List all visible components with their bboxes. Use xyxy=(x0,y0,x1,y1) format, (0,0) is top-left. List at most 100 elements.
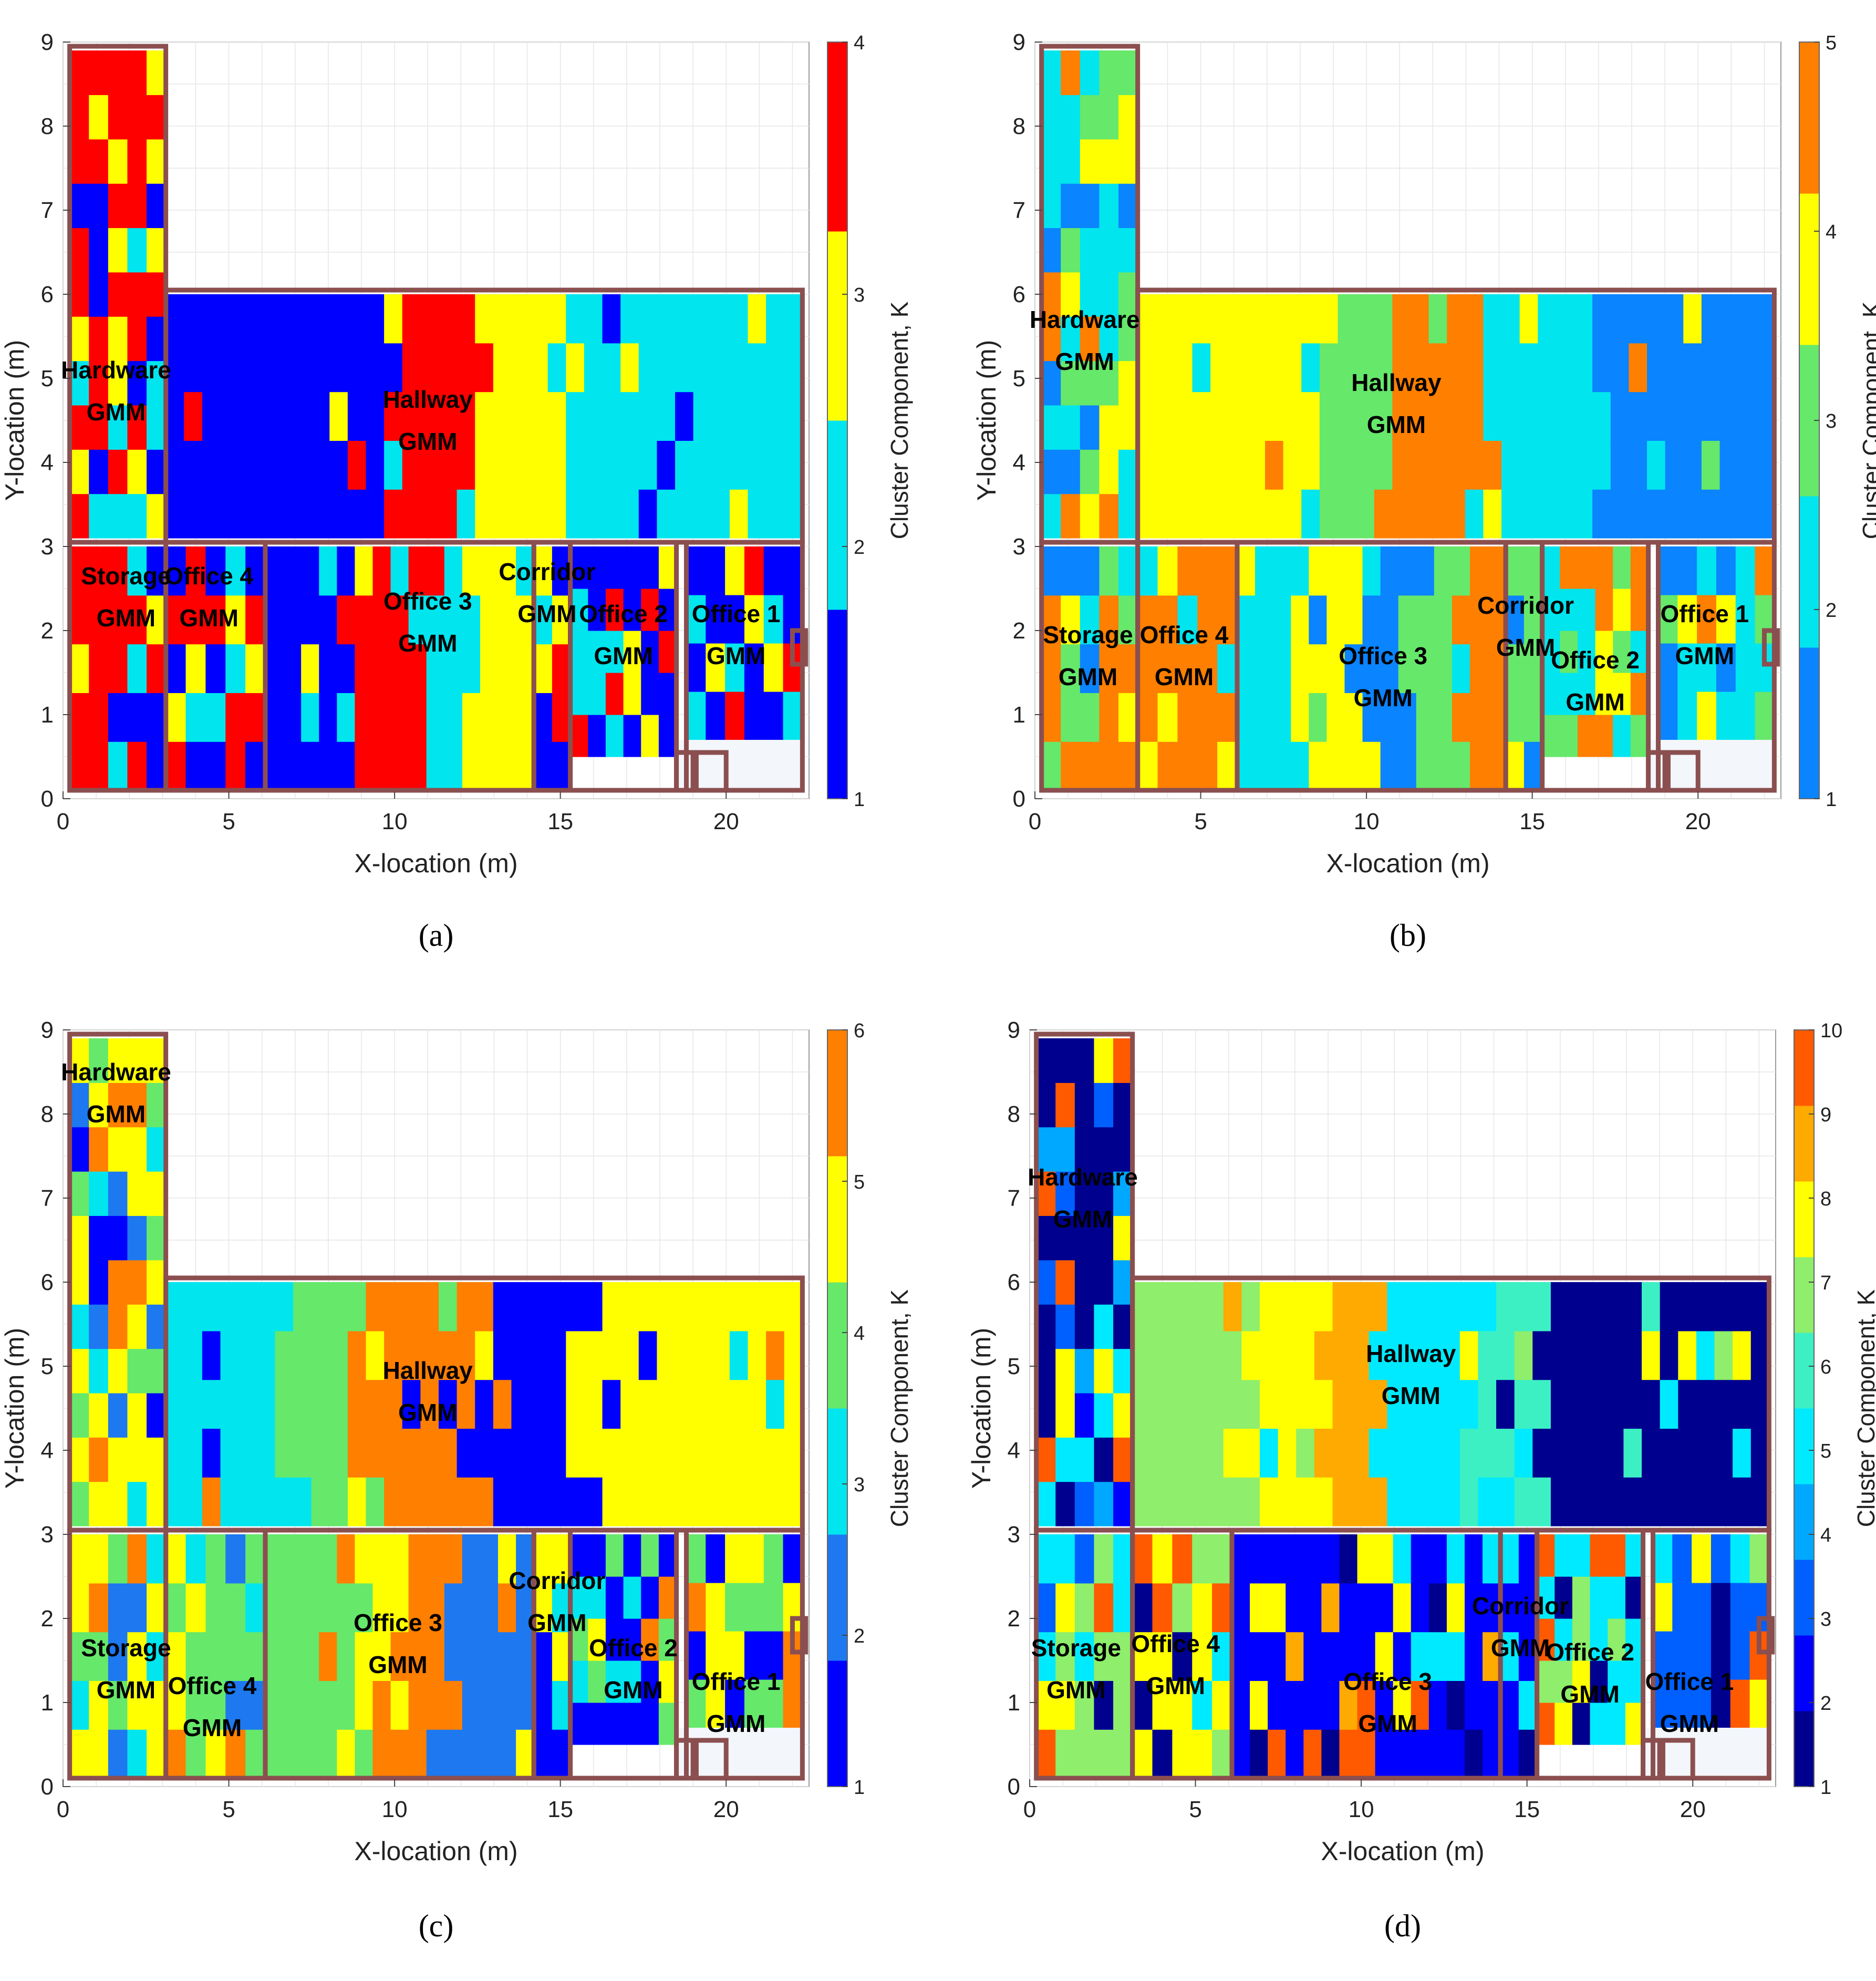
heatmap-cell-hallway xyxy=(1301,391,1320,441)
room-outline-office-2 xyxy=(1540,540,1651,793)
room-label-line: Office 3 xyxy=(1339,642,1427,669)
heatmap-cell-office-2 xyxy=(1554,1703,1573,1745)
heatmap-cell-office-3 xyxy=(1291,595,1309,645)
heatmap-cell-hallway xyxy=(402,1428,421,1478)
heatmap-cell-office-4 xyxy=(165,1583,186,1633)
room-outline-closet-2 xyxy=(693,1738,729,1781)
heatmap-cell-office-2 xyxy=(1590,1534,1608,1577)
heatmap-cell-office-3 xyxy=(319,693,337,742)
heatmap-cell-hallway xyxy=(1205,1428,1224,1478)
heatmap-cell-storage xyxy=(1061,644,1081,693)
heatmap-cell-hallway xyxy=(1501,294,1520,344)
room-label-line: GMM xyxy=(1055,348,1114,375)
heatmap-cell-hallway xyxy=(1569,1477,1588,1526)
heatmap-cell-hallway xyxy=(220,391,239,441)
heatmap-cell-hallway xyxy=(311,489,330,539)
heatmap-cell-hallway xyxy=(1265,343,1284,393)
heatmap-cell-hardware xyxy=(147,95,167,140)
heatmap-cell-office-3 xyxy=(498,693,516,742)
heatmap-cell-office-3 xyxy=(498,1632,516,1681)
heatmap-cell-hallway xyxy=(1610,343,1630,393)
heatmap-cell-hallway xyxy=(220,440,239,490)
heatmap-cell-hallway xyxy=(1592,489,1611,539)
heatmap-cell-office-3 xyxy=(516,595,534,645)
heatmap-cell-hallway xyxy=(384,1330,403,1380)
heatmap-cell-hallway xyxy=(256,1379,275,1429)
colorbar-tick-label: 2 xyxy=(1820,1693,1831,1715)
heatmap-cell-storage xyxy=(1080,741,1100,791)
y-tick-label: 8 xyxy=(1008,1101,1020,1127)
heatmap-cell-corridor xyxy=(1523,595,1543,645)
heatmap-cell-office-2 xyxy=(570,631,588,673)
heatmap-cell-office-3 xyxy=(1446,1729,1465,1779)
heatmap-cell-hallway xyxy=(1592,391,1611,441)
heatmap-cell-office-1 xyxy=(783,1679,803,1728)
heatmap-cell-hallway xyxy=(675,489,694,539)
heatmap-cell-office-1 xyxy=(783,546,803,595)
heatmap-cell-hardware xyxy=(69,360,89,406)
heatmap-cell-storage xyxy=(1061,546,1081,596)
heatmap-cell-corridor xyxy=(1500,1534,1519,1584)
heatmap-cell-office-3 xyxy=(1483,1680,1501,1730)
room-label-line: GMM xyxy=(1491,1634,1550,1662)
heatmap-cell-hardware xyxy=(1061,449,1081,494)
y-tick-label: 5 xyxy=(41,366,54,391)
heatmap-cell-hallway xyxy=(347,1330,367,1380)
heatmap-cell-hallway xyxy=(1447,489,1466,539)
colorbar-swatch xyxy=(1794,1560,1814,1636)
colorbar-tick-label: 1 xyxy=(1826,789,1837,811)
heatmap-cell-hallway xyxy=(1387,1477,1406,1526)
heatmap-cell-hallway xyxy=(766,1282,785,1332)
heatmap-cell-hallway xyxy=(239,1379,257,1429)
heatmap-cell-storage xyxy=(108,1680,128,1730)
heatmap-cell-hallway xyxy=(584,391,603,441)
heatmap-cell-hardware xyxy=(1055,1215,1075,1261)
heatmap-cell-corridor xyxy=(552,693,571,742)
heatmap-cell-hallway xyxy=(1683,343,1702,393)
heatmap-cell-office-2 xyxy=(1630,546,1649,589)
heatmap-cell-hardware xyxy=(69,1392,89,1438)
heatmap-cell-office-1 xyxy=(706,595,725,644)
heatmap-cell-hardware xyxy=(1041,360,1061,406)
heatmap-cell-hallway xyxy=(347,1477,367,1526)
heatmap-cell-office-3 xyxy=(1416,546,1435,596)
heatmap-cell-hallway xyxy=(165,1477,184,1526)
heatmap-cell-hardware xyxy=(108,183,128,229)
heatmap-cell-hallway xyxy=(766,489,785,539)
heatmap-cell-hallway xyxy=(1369,1282,1387,1332)
heatmap-cell-hardware xyxy=(89,316,109,362)
heatmap-cell-office-3 xyxy=(1380,644,1399,693)
colorbar-frame xyxy=(827,42,848,799)
heatmap-cell-office-3 xyxy=(1237,546,1256,596)
heatmap-cell-office-2 xyxy=(1613,631,1631,673)
heatmap-cell-office-1 xyxy=(763,1631,784,1680)
room-outline-nook xyxy=(790,1616,809,1655)
heatmap-cell-office-3 xyxy=(426,1632,445,1681)
heatmap-cell-hallway xyxy=(602,391,621,441)
heatmap-cell-office-3 xyxy=(1488,741,1506,791)
heatmap-cell-storage xyxy=(89,595,109,645)
heatmap-cell-hallway xyxy=(438,1477,458,1526)
heatmap-cell-storage xyxy=(147,1680,167,1730)
heatmap-cell-office-4 xyxy=(185,1534,206,1584)
heatmap-cell-office-2 xyxy=(1542,589,1560,631)
heatmap-cell-hallway xyxy=(1356,343,1375,393)
room-outline-nook xyxy=(1761,628,1780,667)
heatmap-cell-storage xyxy=(1118,595,1138,645)
heatmap-cell-hallway xyxy=(530,391,548,441)
heatmap-cell-hallway xyxy=(475,1282,494,1332)
room-label-line: GMM xyxy=(1146,1672,1205,1699)
heatmap-cell-hallway xyxy=(1756,294,1775,344)
heatmap-cell-hallway xyxy=(620,391,639,441)
room-label-line: GMM xyxy=(517,600,576,627)
heatmap-cell-hallway xyxy=(638,294,658,344)
heatmap-cell-office-3 xyxy=(516,1680,534,1730)
heatmap-cell-hardware xyxy=(69,1481,89,1526)
heatmap-cell-hallway xyxy=(420,294,439,344)
heatmap-cell-hallway xyxy=(711,1330,730,1380)
heatmap-cell-office-3 xyxy=(444,595,463,645)
heatmap-cell-hallway xyxy=(1629,343,1647,393)
heatmap-cell-office-2 xyxy=(588,673,606,715)
heatmap-cell-storage xyxy=(147,693,167,742)
